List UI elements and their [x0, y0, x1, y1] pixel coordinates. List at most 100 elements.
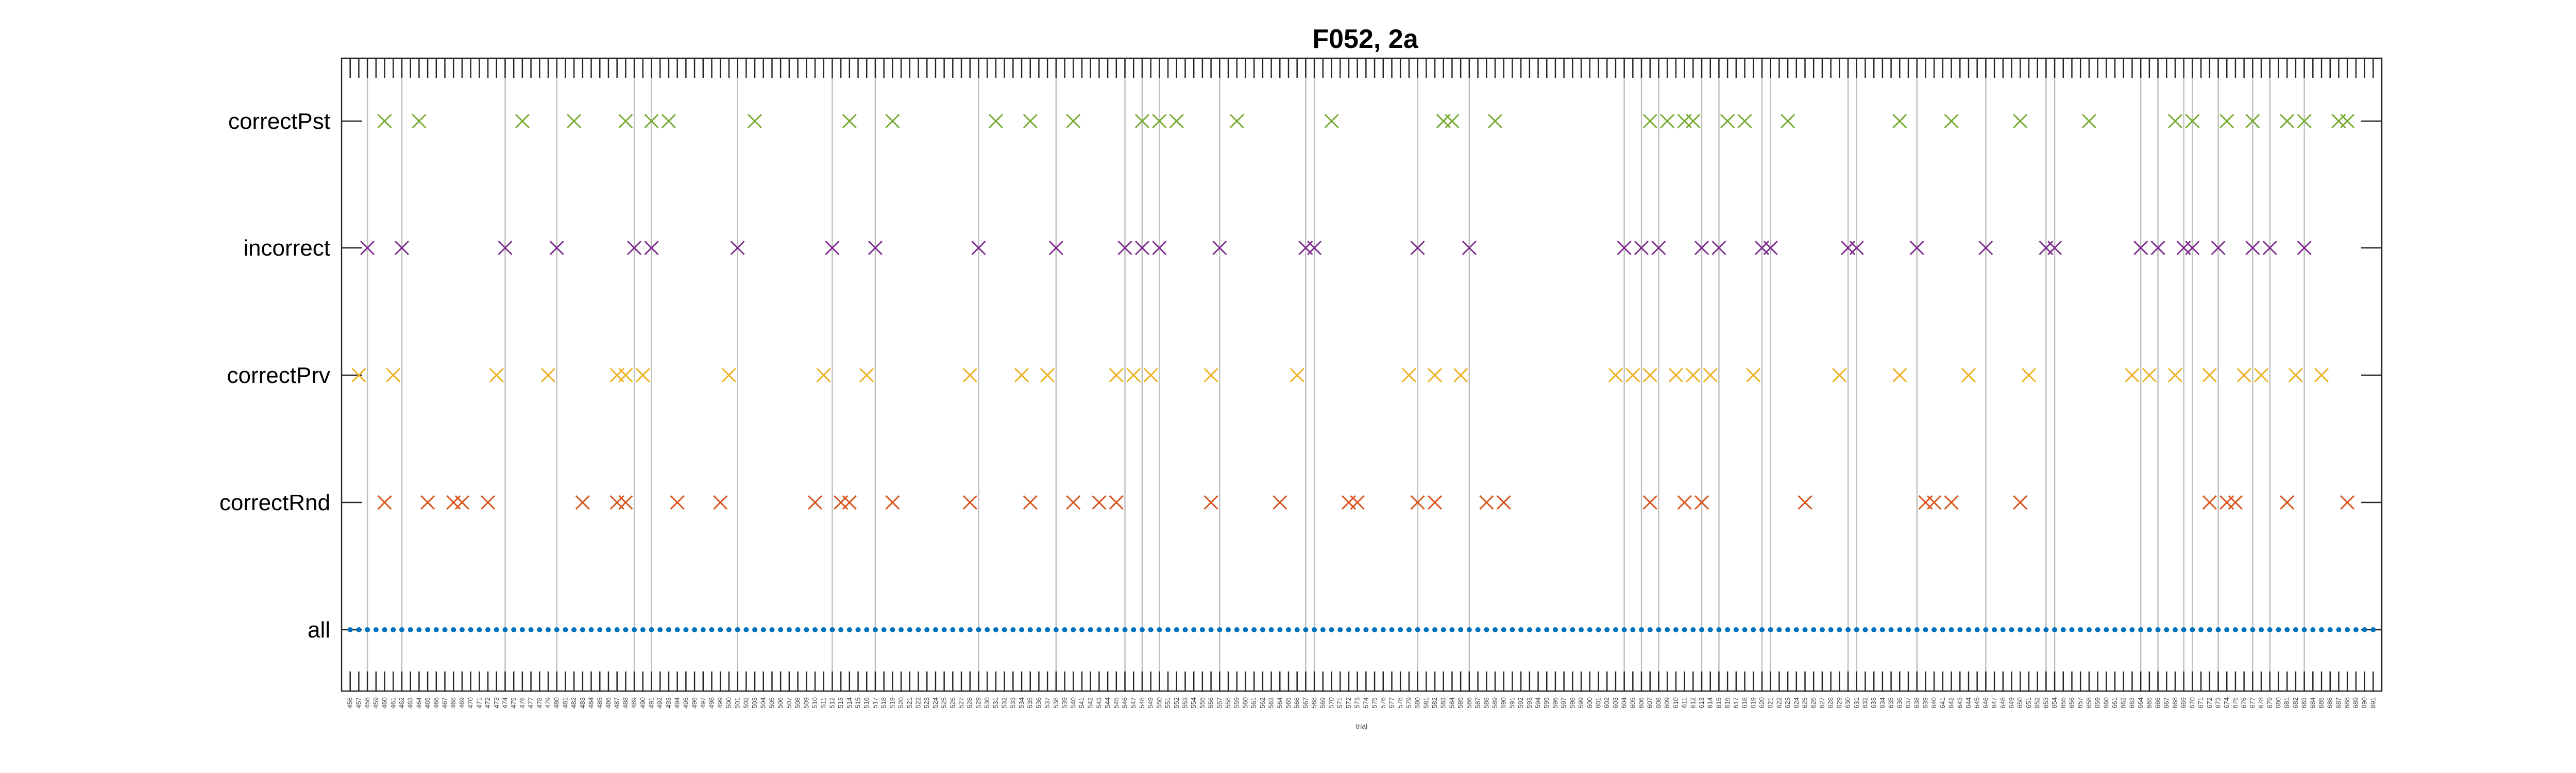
data-point-all	[1888, 627, 1894, 632]
data-point-correctRnd	[2228, 495, 2243, 510]
x-tick-label: 476	[518, 697, 526, 709]
data-point-all	[1079, 627, 1084, 632]
x-tick-label: 493	[665, 697, 672, 709]
x-tick-label: 553	[1181, 697, 1189, 709]
data-point-all	[941, 627, 947, 632]
data-point-all	[674, 627, 680, 632]
data-point-all	[1019, 627, 1024, 632]
x-tick-label: 526	[948, 697, 956, 709]
data-point-all	[1113, 627, 1119, 632]
data-point-all	[2319, 627, 2325, 632]
x-tick-label: 456	[346, 697, 354, 709]
data-point-correctRnd	[377, 495, 392, 510]
data-point-incorrect	[644, 240, 659, 256]
data-point-incorrect	[549, 240, 564, 256]
data-point-all	[1793, 627, 1799, 632]
data-point-all	[1329, 627, 1334, 632]
data-point-all	[1682, 627, 1687, 632]
x-tick-label: 500	[725, 697, 733, 709]
data-point-all	[477, 627, 482, 632]
data-point-all	[1062, 627, 1067, 632]
data-point-all	[1940, 627, 1945, 632]
x-tick-label: 594	[1534, 697, 1542, 709]
x-tick-label: 587	[1474, 697, 1482, 709]
x-tick-label: 635	[1887, 697, 1895, 709]
data-point-incorrect	[730, 240, 745, 256]
x-tick-label: 521	[906, 697, 913, 709]
x-tick-label: 640	[1930, 697, 1938, 709]
data-point-correctPrv	[351, 367, 366, 383]
x-tick-label: 552	[1173, 697, 1180, 709]
data-point-correctPrv	[1642, 367, 1657, 383]
x-tick-label: 595	[1543, 697, 1550, 709]
data-point-all	[1010, 627, 1016, 632]
data-point-all	[838, 627, 844, 632]
x-tick-label: 571	[1336, 697, 1344, 709]
x-tick-label: 674	[2223, 697, 2230, 709]
x-tick-label: 672	[2206, 697, 2213, 709]
data-point-all	[2353, 627, 2359, 632]
x-tick-label: 509	[802, 697, 810, 709]
data-point-correctPst	[661, 113, 676, 129]
x-tick-label: 649	[2008, 697, 2015, 709]
data-point-all	[907, 627, 912, 632]
data-point-correctPrv	[1892, 367, 1907, 383]
data-point-correctRnd	[1694, 495, 1709, 510]
data-point-correctPrv	[2202, 367, 2217, 383]
x-tick-label: 556	[1207, 697, 1215, 709]
data-point-all	[2370, 627, 2376, 632]
data-point-all	[1552, 627, 1558, 632]
x-tick-label: 529	[974, 697, 982, 709]
data-point-correctRnd	[1496, 495, 1511, 510]
data-point-correctPst	[618, 113, 633, 129]
x-tick-label: 690	[2361, 697, 2368, 709]
x-tick-label: 665	[2145, 697, 2153, 709]
x-tick-label: 589	[1491, 697, 1499, 709]
data-point-all	[1475, 627, 1481, 632]
data-point-all	[365, 627, 370, 632]
x-tick-label: 634	[1878, 697, 1886, 709]
x-tick-label: 530	[983, 697, 991, 709]
data-point-all	[528, 627, 534, 632]
x-tick-label: 641	[1939, 697, 1946, 709]
data-point-all	[786, 627, 792, 632]
data-point-all	[580, 627, 585, 632]
x-tick-label: 603	[1612, 697, 1619, 709]
x-tick-label: 495	[682, 697, 689, 709]
data-point-all	[2043, 627, 2049, 632]
x-tick-label: 576	[1379, 697, 1387, 709]
x-tick-label: 655	[2059, 697, 2067, 709]
x-tick-label: 541	[1078, 697, 1086, 709]
x-tick-label: 569	[1319, 697, 1327, 709]
data-point-all	[2172, 627, 2178, 632]
data-point-correctPrv	[489, 367, 504, 383]
data-point-all	[821, 627, 826, 632]
x-tick-label: 566	[1293, 697, 1301, 709]
data-point-correctPst	[988, 113, 1003, 129]
data-point-all	[2095, 627, 2100, 632]
x-tick-label: 678	[2257, 697, 2265, 709]
data-point-all	[2301, 627, 2307, 632]
x-tick-label: 599	[1577, 697, 1585, 709]
x-tick-label: 578	[1396, 697, 1404, 709]
data-point-all	[2284, 627, 2290, 632]
x-tick-label: 596	[1551, 697, 1559, 709]
x-tick-label: 477	[527, 697, 535, 709]
x-tick-label: 528	[966, 697, 974, 709]
x-tick-label: 605	[1629, 697, 1636, 709]
x-tick-label: 626	[1809, 697, 1817, 709]
data-point-correctPrv	[859, 367, 874, 383]
data-point-all	[391, 627, 396, 632]
data-point-incorrect	[1117, 240, 1132, 256]
x-tick-label: 472	[484, 697, 492, 709]
data-point-all	[1656, 627, 1662, 632]
x-tick-label: 679	[2266, 697, 2274, 709]
data-point-all	[1243, 627, 1248, 632]
data-point-incorrect	[627, 240, 642, 256]
data-point-all	[1002, 627, 1007, 632]
data-point-all	[1630, 627, 1636, 632]
data-point-all	[2207, 627, 2212, 632]
data-point-correctPrv	[2167, 367, 2183, 383]
data-point-all	[1406, 627, 1412, 632]
